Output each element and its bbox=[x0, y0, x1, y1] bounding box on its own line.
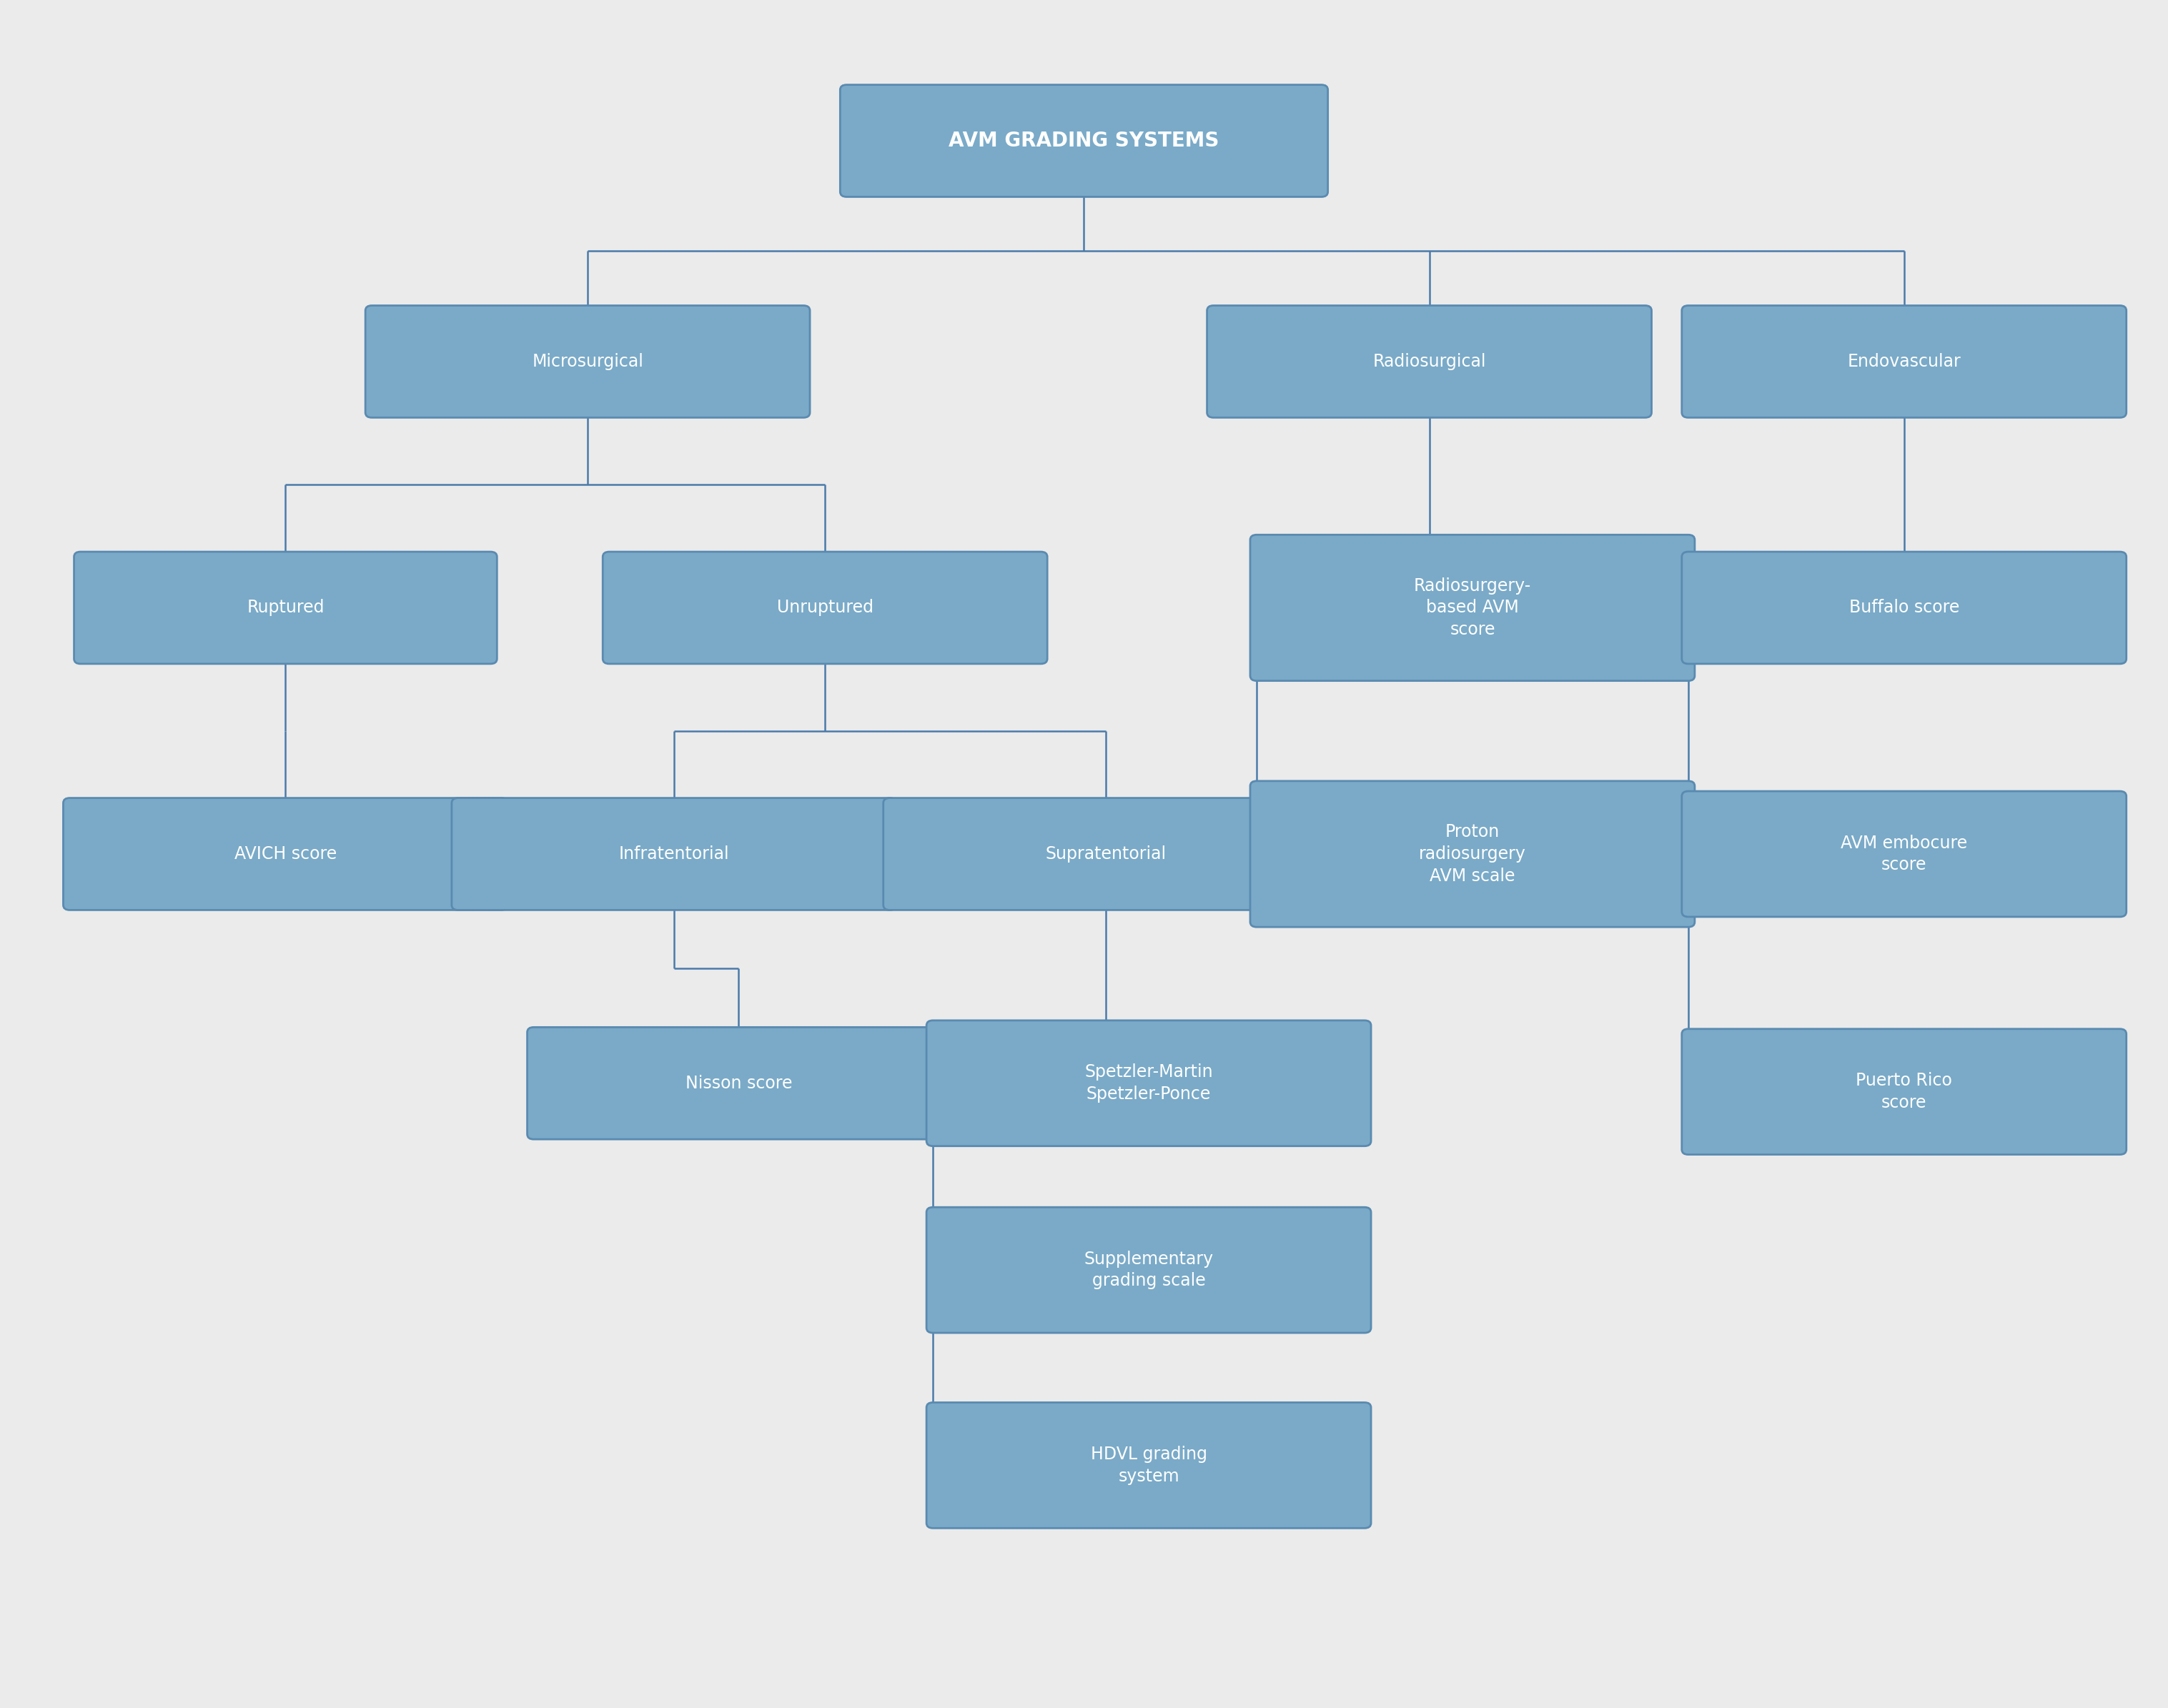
FancyBboxPatch shape bbox=[603, 552, 1047, 664]
FancyBboxPatch shape bbox=[63, 798, 507, 910]
Text: Infratentorial: Infratentorial bbox=[618, 845, 728, 863]
Text: Proton
radiosurgery
AVM scale: Proton radiosurgery AVM scale bbox=[1418, 823, 1526, 885]
Text: Microsurgical: Microsurgical bbox=[531, 354, 644, 371]
Text: Supplementary
grading scale: Supplementary grading scale bbox=[1084, 1250, 1214, 1290]
Text: Puerto Rico
score: Puerto Rico score bbox=[1856, 1073, 1951, 1112]
Text: AVM GRADING SYSTEMS: AVM GRADING SYSTEMS bbox=[950, 132, 1218, 150]
FancyBboxPatch shape bbox=[841, 85, 1327, 196]
FancyBboxPatch shape bbox=[527, 1027, 950, 1139]
Text: Supratentorial: Supratentorial bbox=[1045, 845, 1166, 863]
FancyBboxPatch shape bbox=[926, 1020, 1370, 1146]
FancyBboxPatch shape bbox=[74, 552, 496, 664]
FancyBboxPatch shape bbox=[1682, 552, 2127, 664]
FancyBboxPatch shape bbox=[1682, 1028, 2127, 1155]
FancyBboxPatch shape bbox=[1208, 306, 1652, 417]
Text: Ruptured: Ruptured bbox=[247, 600, 325, 617]
FancyBboxPatch shape bbox=[926, 1208, 1370, 1332]
Text: Unruptured: Unruptured bbox=[776, 600, 874, 617]
FancyBboxPatch shape bbox=[366, 306, 811, 417]
Text: Radiosurgical: Radiosurgical bbox=[1372, 354, 1485, 371]
FancyBboxPatch shape bbox=[926, 1402, 1370, 1529]
Text: Buffalo score: Buffalo score bbox=[1849, 600, 1960, 617]
Text: Nisson score: Nisson score bbox=[685, 1074, 791, 1091]
Text: Endovascular: Endovascular bbox=[1847, 354, 1960, 371]
Text: AVICH score: AVICH score bbox=[234, 845, 336, 863]
FancyBboxPatch shape bbox=[882, 798, 1327, 910]
FancyBboxPatch shape bbox=[1251, 535, 1695, 681]
FancyBboxPatch shape bbox=[1251, 781, 1695, 927]
FancyBboxPatch shape bbox=[1682, 791, 2127, 917]
Text: Radiosurgery-
based AVM
score: Radiosurgery- based AVM score bbox=[1414, 577, 1531, 639]
Text: HDVL grading
system: HDVL grading system bbox=[1091, 1445, 1208, 1484]
Text: Spetzler-Martin
Spetzler-Ponce: Spetzler-Martin Spetzler-Ponce bbox=[1084, 1064, 1212, 1103]
Text: AVM embocure
score: AVM embocure score bbox=[1841, 835, 1966, 873]
FancyBboxPatch shape bbox=[451, 798, 895, 910]
FancyBboxPatch shape bbox=[1682, 306, 2127, 417]
